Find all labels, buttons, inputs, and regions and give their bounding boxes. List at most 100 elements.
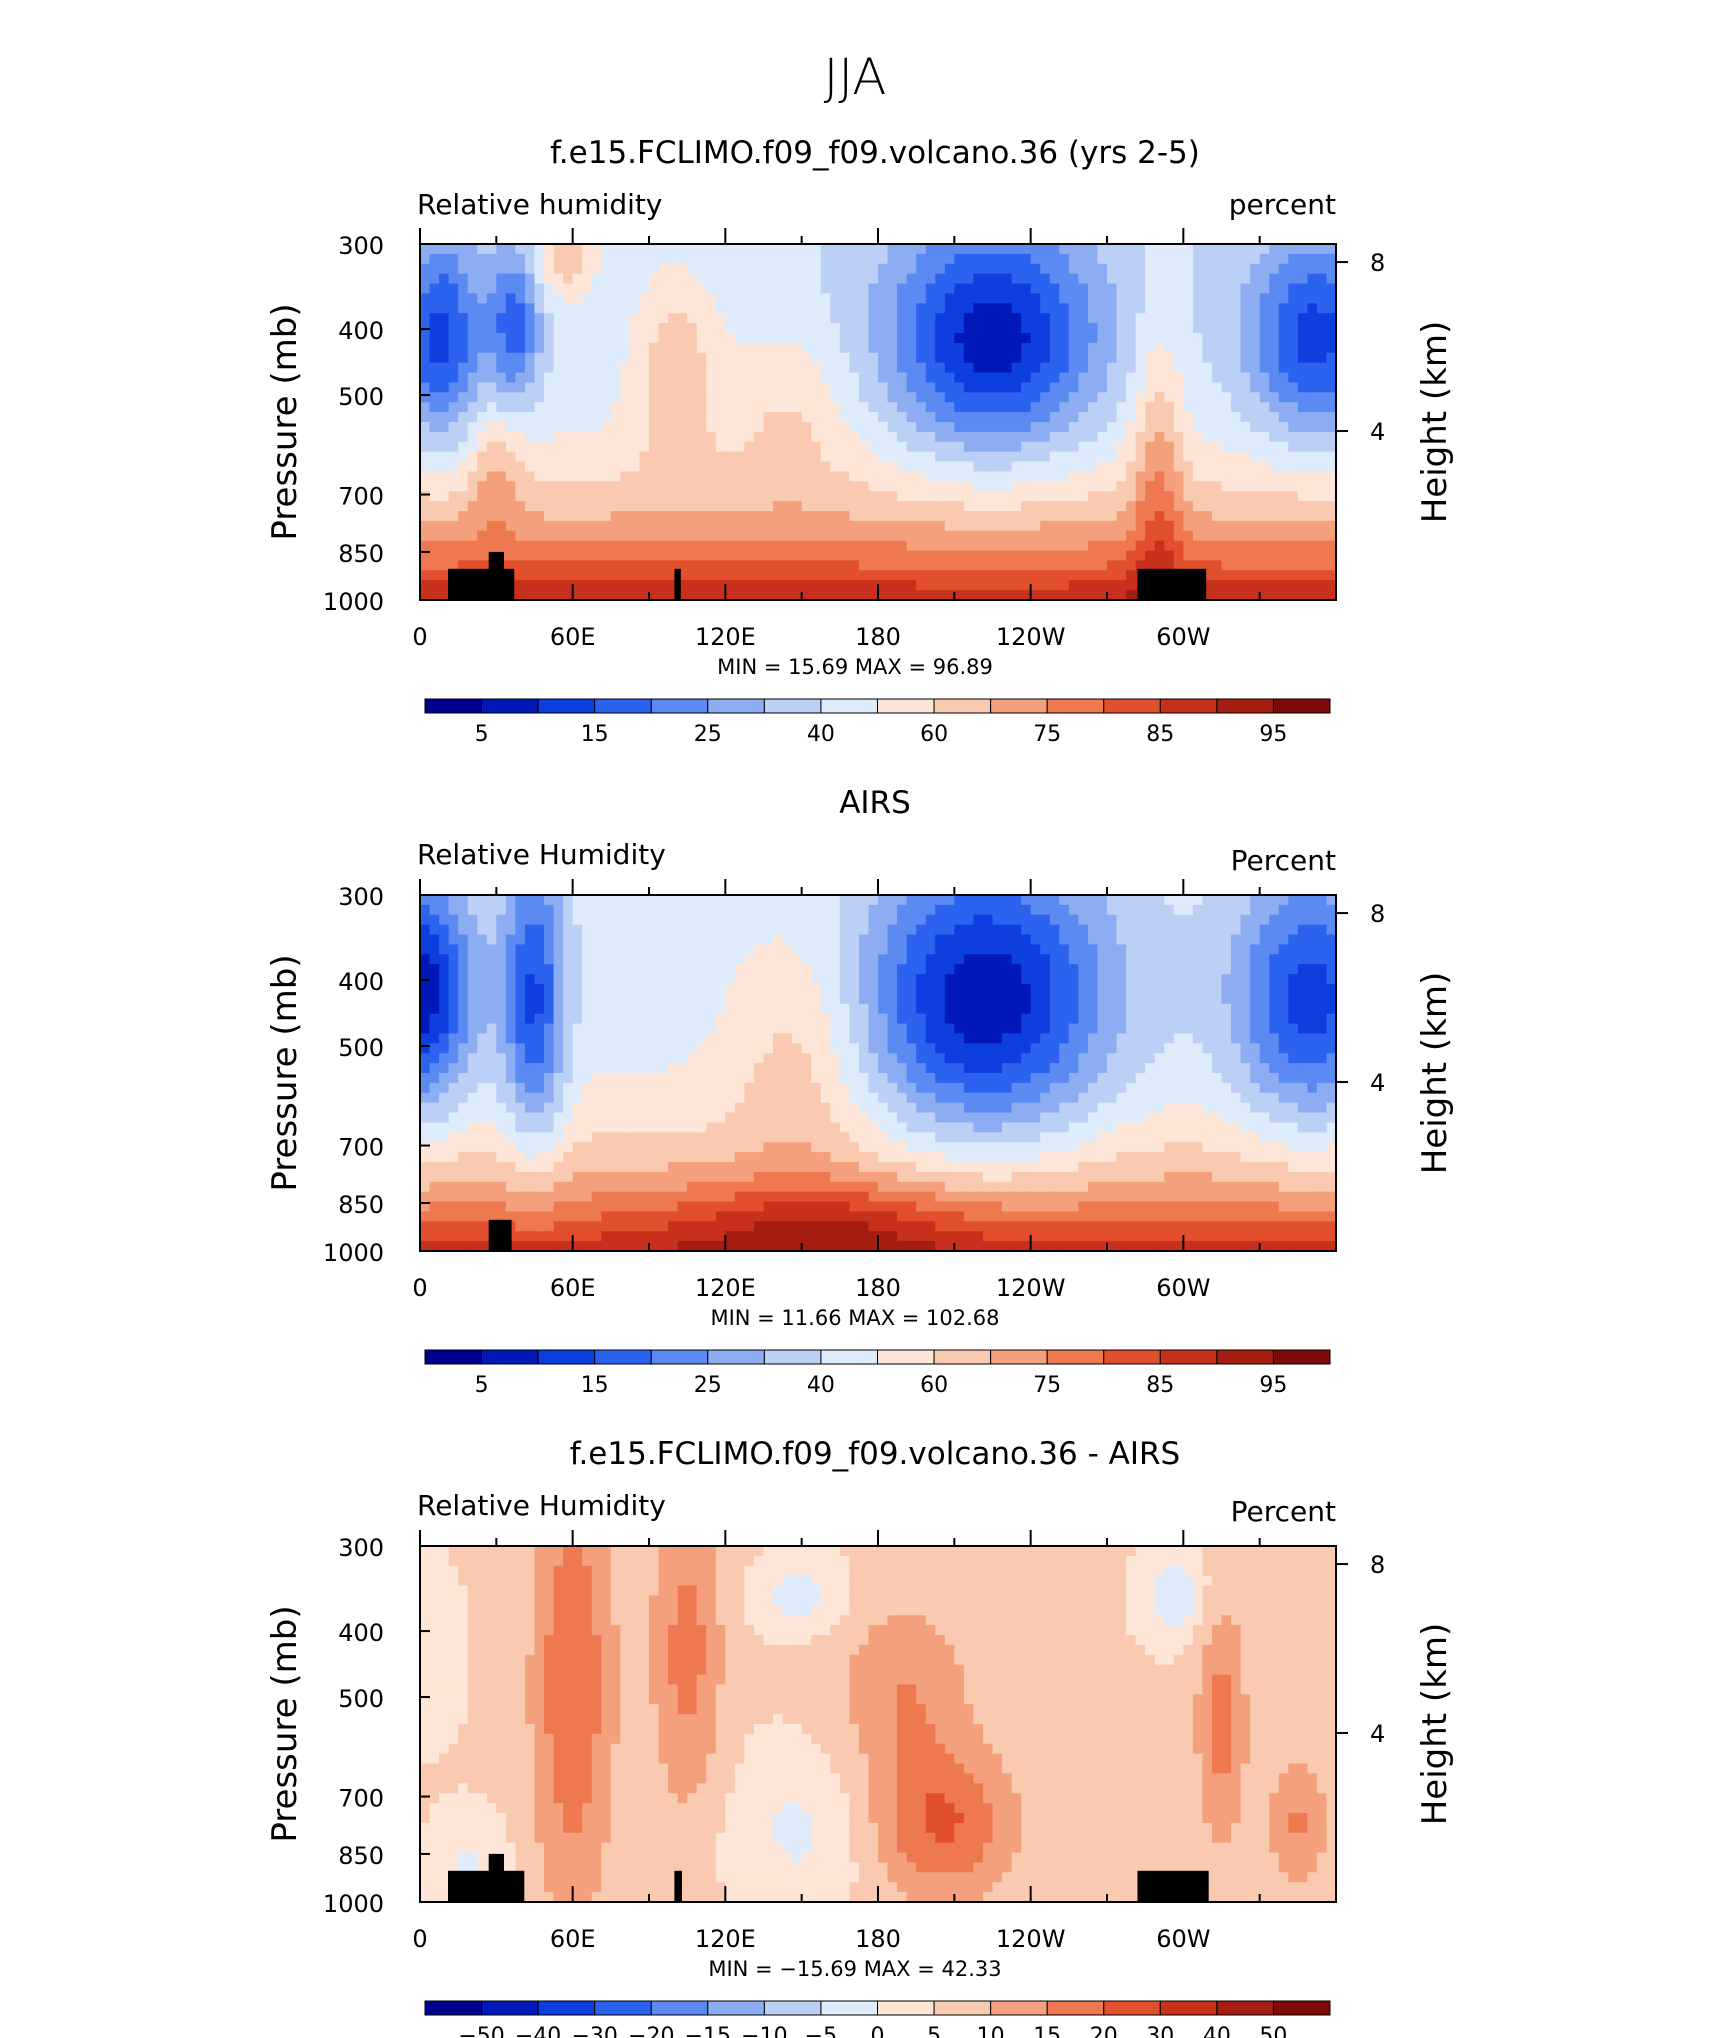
contour-cell: [868, 944, 879, 955]
contour-cell: [477, 1013, 488, 1025]
contour-cell: [734, 362, 746, 374]
contour-cell: [715, 342, 726, 354]
contour-cell: [1107, 895, 1118, 906]
contour-cell: [1250, 293, 1261, 304]
contour-cell: [505, 974, 517, 985]
contour-cell: [429, 333, 440, 344]
contour-cell: [944, 263, 955, 275]
contour-cell: [1316, 560, 1328, 571]
contour-cell: [1211, 895, 1223, 906]
contour-cell: [1068, 491, 1079, 502]
contour-cell: [1211, 342, 1223, 354]
contour-cell: [572, 362, 583, 374]
contour-cell: [610, 964, 621, 975]
contour-cell: [1183, 904, 1194, 916]
contour-cell: [1288, 550, 1299, 562]
contour-cell: [1126, 530, 1137, 542]
contour-cell: [591, 283, 602, 295]
contour-cell: [696, 313, 707, 324]
contour-cell: [1269, 323, 1280, 334]
contour-cell: [505, 283, 517, 295]
contour-cell: [963, 974, 975, 985]
contour-cell: [763, 273, 774, 285]
contour-cell: [649, 895, 660, 906]
contour-cell: [1307, 550, 1318, 562]
contour-cell: [1164, 1023, 1175, 1035]
contour-cell: [544, 1003, 555, 1015]
contour-cell: [477, 954, 488, 965]
contour-cell: [696, 244, 707, 255]
contour-cell: [639, 471, 650, 482]
contour-cell: [839, 451, 850, 463]
contour-cell: [620, 362, 631, 374]
contour-cell: [1202, 1013, 1213, 1025]
contour-cell: [1173, 273, 1184, 285]
contour-cell: [1164, 313, 1175, 324]
contour-cell: [839, 1033, 850, 1044]
contour-cell: [429, 352, 440, 364]
contour-cell: [706, 570, 717, 581]
contour-cell: [601, 451, 612, 463]
contour-cell: [687, 422, 698, 433]
contour-cell: [1145, 914, 1156, 926]
contour-cell: [639, 590, 650, 601]
contour-cell: [629, 313, 641, 324]
contour-cell: [649, 333, 660, 344]
contour-cell: [1183, 974, 1194, 985]
contour-cell: [496, 412, 507, 423]
contour-cell: [1087, 382, 1099, 393]
contour-cell: [1240, 402, 1251, 413]
colorbar-swatch: [1159, 698, 1218, 714]
contour-cell: [553, 382, 564, 393]
contour-cell: [954, 590, 965, 601]
contour-cell: [973, 471, 984, 482]
contour-cell: [811, 313, 822, 324]
contour-cell: [1145, 293, 1156, 304]
contour-cell: [420, 511, 431, 522]
contour-cell: [734, 283, 746, 295]
contour-cell: [820, 422, 831, 433]
y2-tick-label: 8: [1370, 249, 1385, 277]
contour-cell: [706, 362, 717, 374]
contour-cell: [1259, 944, 1270, 955]
contour-cell: [1040, 244, 1051, 255]
contour-cell: [725, 1003, 736, 1015]
contour-cell: [715, 964, 726, 975]
contour-cell: [1307, 993, 1318, 1005]
contour-cell: [1059, 1013, 1070, 1025]
contour-cell: [1145, 993, 1156, 1005]
contour-cell: [944, 904, 955, 916]
contour-cell: [715, 431, 726, 443]
contour-cell: [1154, 540, 1165, 552]
contour-cell: [868, 293, 879, 304]
contour-cell: [830, 441, 841, 453]
contour-cell: [1192, 993, 1204, 1005]
contour-cell: [1078, 1003, 1089, 1015]
contour-cell: [1145, 372, 1156, 384]
contour-cell: [1240, 333, 1251, 344]
contour-cell: [963, 461, 975, 473]
contour-cell: [1192, 974, 1204, 985]
contour-cell: [1078, 253, 1089, 265]
contour-cell: [878, 342, 889, 354]
contour-cell: [773, 412, 784, 423]
contour-cell: [897, 481, 908, 492]
contour-cell: [658, 313, 669, 324]
contour-cell: [458, 323, 469, 334]
contour-cell: [1030, 481, 1041, 492]
contour-cell: [811, 511, 822, 522]
contour-cell: [935, 471, 946, 482]
contour-cell: [534, 392, 545, 403]
contour-cell: [1231, 431, 1242, 443]
contour-cell: [1221, 481, 1232, 492]
contour-cell: [420, 422, 431, 433]
contour-cell: [496, 402, 507, 413]
contour-cell: [897, 412, 908, 423]
contour-cell: [1326, 431, 1337, 443]
contour-cell: [1211, 323, 1223, 334]
contour-cell: [1097, 481, 1108, 492]
contour-cell: [505, 481, 517, 492]
contour-cell: [1068, 471, 1079, 482]
contour-cell: [1078, 451, 1089, 463]
contour-cell: [715, 511, 726, 522]
